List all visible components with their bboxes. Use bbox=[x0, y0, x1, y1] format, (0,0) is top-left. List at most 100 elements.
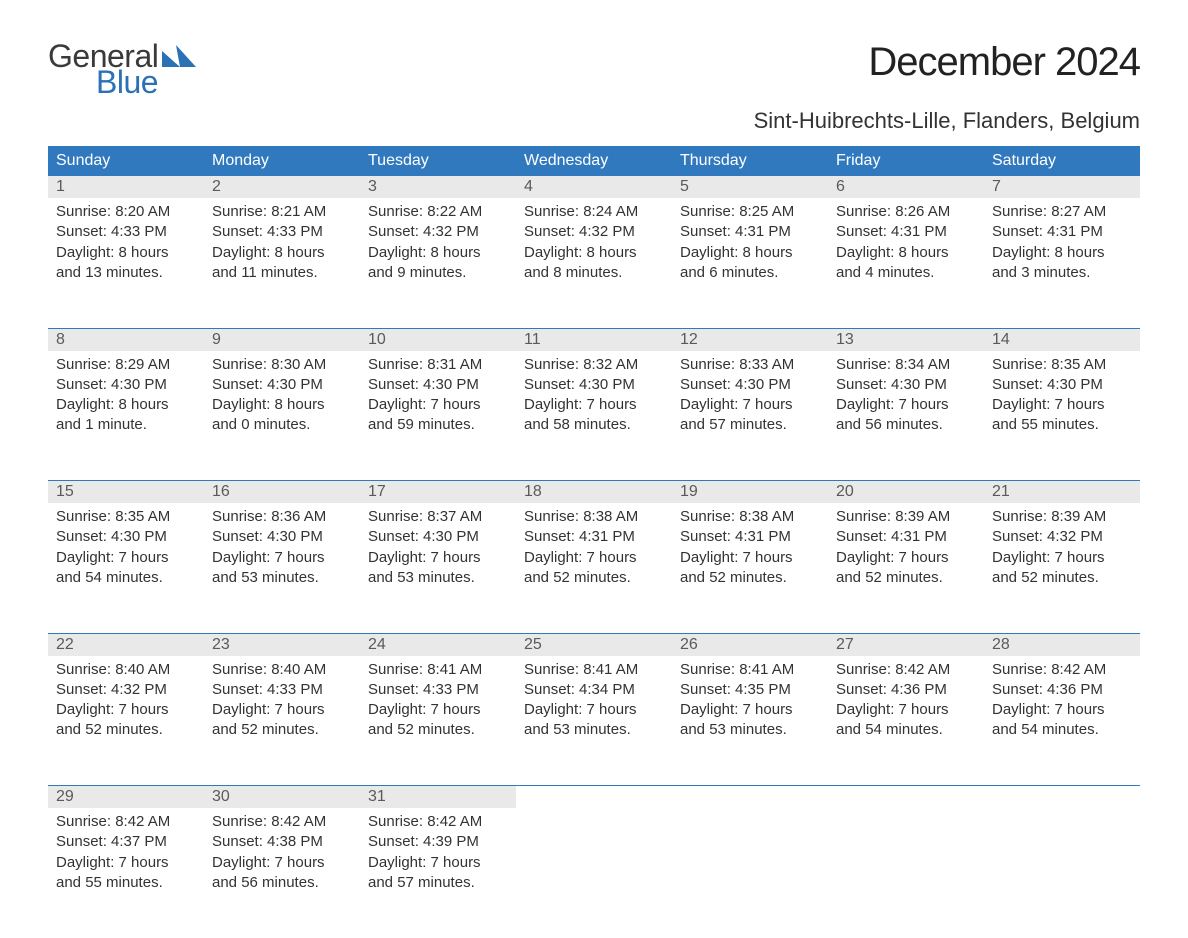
day-sunset: Sunset: 4:30 PM bbox=[56, 527, 196, 547]
day-d2: and 53 minutes. bbox=[524, 720, 664, 740]
day-d1: Daylight: 8 hours bbox=[368, 243, 508, 263]
day-number: 18 bbox=[516, 481, 672, 503]
day-cell: Sunrise: 8:38 AMSunset: 4:31 PMDaylight:… bbox=[672, 503, 828, 633]
day-d2: and 57 minutes. bbox=[680, 415, 820, 435]
day-sunrise: Sunrise: 8:26 AM bbox=[836, 202, 976, 222]
day-number-row: 22232425262728 bbox=[48, 634, 1140, 656]
day-sunset: Sunset: 4:34 PM bbox=[524, 680, 664, 700]
day-d1: Daylight: 7 hours bbox=[212, 548, 352, 568]
day-number: 2 bbox=[204, 176, 360, 198]
day-number-row: 15161718192021 bbox=[48, 481, 1140, 503]
day-d1: Daylight: 8 hours bbox=[56, 395, 196, 415]
page-title: December 2024 bbox=[868, 40, 1140, 85]
day-content-row: Sunrise: 8:35 AMSunset: 4:30 PMDaylight:… bbox=[48, 503, 1140, 633]
day-sunset: Sunset: 4:31 PM bbox=[524, 527, 664, 547]
day-number: 30 bbox=[204, 786, 360, 808]
day-sunrise: Sunrise: 8:24 AM bbox=[524, 202, 664, 222]
day-d1: Daylight: 7 hours bbox=[836, 548, 976, 568]
day-number: 29 bbox=[48, 786, 204, 808]
day-d1: Daylight: 7 hours bbox=[680, 700, 820, 720]
weekday-header: Monday bbox=[204, 146, 360, 176]
day-sunrise: Sunrise: 8:31 AM bbox=[368, 355, 508, 375]
day-number: 24 bbox=[360, 634, 516, 656]
day-cell: Sunrise: 8:35 AMSunset: 4:30 PMDaylight:… bbox=[984, 351, 1140, 481]
day-d2: and 52 minutes. bbox=[212, 720, 352, 740]
day-d1: Daylight: 7 hours bbox=[680, 395, 820, 415]
day-sunrise: Sunrise: 8:36 AM bbox=[212, 507, 352, 527]
day-d1: Daylight: 7 hours bbox=[524, 700, 664, 720]
weekday-header: Tuesday bbox=[360, 146, 516, 176]
day-sunset: Sunset: 4:30 PM bbox=[524, 375, 664, 395]
day-cell: Sunrise: 8:40 AMSunset: 4:33 PMDaylight:… bbox=[204, 656, 360, 786]
day-d2: and 52 minutes. bbox=[56, 720, 196, 740]
logo: General Blue bbox=[48, 40, 196, 98]
day-d1: Daylight: 7 hours bbox=[56, 853, 196, 873]
header: General Blue December 2024 bbox=[48, 40, 1140, 98]
day-d1: Daylight: 7 hours bbox=[368, 548, 508, 568]
day-cell: Sunrise: 8:25 AMSunset: 4:31 PMDaylight:… bbox=[672, 198, 828, 328]
day-d1: Daylight: 7 hours bbox=[992, 700, 1132, 720]
day-d2: and 54 minutes. bbox=[56, 568, 196, 588]
day-d1: Daylight: 8 hours bbox=[992, 243, 1132, 263]
day-number: 21 bbox=[984, 481, 1140, 503]
day-sunrise: Sunrise: 8:22 AM bbox=[368, 202, 508, 222]
day-sunrise: Sunrise: 8:34 AM bbox=[836, 355, 976, 375]
weekday-header: Saturday bbox=[984, 146, 1140, 176]
day-number bbox=[828, 786, 984, 808]
day-d1: Daylight: 7 hours bbox=[368, 700, 508, 720]
day-number: 31 bbox=[360, 786, 516, 808]
day-sunrise: Sunrise: 8:35 AM bbox=[56, 507, 196, 527]
day-cell bbox=[516, 808, 672, 938]
day-number: 20 bbox=[828, 481, 984, 503]
day-cell: Sunrise: 8:30 AMSunset: 4:30 PMDaylight:… bbox=[204, 351, 360, 481]
day-cell: Sunrise: 8:42 AMSunset: 4:38 PMDaylight:… bbox=[204, 808, 360, 938]
day-d1: Daylight: 7 hours bbox=[212, 700, 352, 720]
day-d1: Daylight: 8 hours bbox=[836, 243, 976, 263]
day-number: 5 bbox=[672, 176, 828, 198]
day-cell: Sunrise: 8:41 AMSunset: 4:34 PMDaylight:… bbox=[516, 656, 672, 786]
day-sunrise: Sunrise: 8:40 AM bbox=[56, 660, 196, 680]
day-sunrise: Sunrise: 8:41 AM bbox=[680, 660, 820, 680]
day-cell: Sunrise: 8:35 AMSunset: 4:30 PMDaylight:… bbox=[48, 503, 204, 633]
day-d1: Daylight: 7 hours bbox=[368, 395, 508, 415]
day-d2: and 52 minutes. bbox=[680, 568, 820, 588]
day-d2: and 1 minute. bbox=[56, 415, 196, 435]
day-d1: Daylight: 8 hours bbox=[212, 243, 352, 263]
day-number-row: 891011121314 bbox=[48, 329, 1140, 351]
day-d1: Daylight: 7 hours bbox=[212, 853, 352, 873]
logo-text-blue: Blue bbox=[96, 66, 196, 98]
day-sunset: Sunset: 4:31 PM bbox=[680, 222, 820, 242]
day-d1: Daylight: 7 hours bbox=[56, 700, 196, 720]
day-d1: Daylight: 7 hours bbox=[368, 853, 508, 873]
day-cell: Sunrise: 8:27 AMSunset: 4:31 PMDaylight:… bbox=[984, 198, 1140, 328]
day-sunset: Sunset: 4:30 PM bbox=[368, 527, 508, 547]
day-number: 8 bbox=[48, 329, 204, 351]
day-d2: and 52 minutes. bbox=[368, 720, 508, 740]
day-sunset: Sunset: 4:30 PM bbox=[992, 375, 1132, 395]
day-cell: Sunrise: 8:33 AMSunset: 4:30 PMDaylight:… bbox=[672, 351, 828, 481]
day-sunrise: Sunrise: 8:42 AM bbox=[992, 660, 1132, 680]
day-sunrise: Sunrise: 8:41 AM bbox=[524, 660, 664, 680]
day-d2: and 59 minutes. bbox=[368, 415, 508, 435]
day-cell: Sunrise: 8:41 AMSunset: 4:33 PMDaylight:… bbox=[360, 656, 516, 786]
day-cell: Sunrise: 8:20 AMSunset: 4:33 PMDaylight:… bbox=[48, 198, 204, 328]
day-sunrise: Sunrise: 8:20 AM bbox=[56, 202, 196, 222]
day-sunrise: Sunrise: 8:21 AM bbox=[212, 202, 352, 222]
day-sunrise: Sunrise: 8:39 AM bbox=[992, 507, 1132, 527]
day-sunset: Sunset: 4:35 PM bbox=[680, 680, 820, 700]
day-sunrise: Sunrise: 8:42 AM bbox=[836, 660, 976, 680]
day-cell: Sunrise: 8:40 AMSunset: 4:32 PMDaylight:… bbox=[48, 656, 204, 786]
day-sunset: Sunset: 4:30 PM bbox=[56, 375, 196, 395]
day-sunrise: Sunrise: 8:42 AM bbox=[368, 812, 508, 832]
day-sunset: Sunset: 4:32 PM bbox=[992, 527, 1132, 547]
day-content-row: Sunrise: 8:20 AMSunset: 4:33 PMDaylight:… bbox=[48, 198, 1140, 328]
day-d1: Daylight: 8 hours bbox=[212, 395, 352, 415]
day-d2: and 58 minutes. bbox=[524, 415, 664, 435]
day-sunrise: Sunrise: 8:32 AM bbox=[524, 355, 664, 375]
day-number: 17 bbox=[360, 481, 516, 503]
day-sunset: Sunset: 4:30 PM bbox=[212, 375, 352, 395]
day-d1: Daylight: 7 hours bbox=[992, 395, 1132, 415]
weekday-header: Sunday bbox=[48, 146, 204, 176]
day-d2: and 52 minutes. bbox=[836, 568, 976, 588]
day-sunrise: Sunrise: 8:42 AM bbox=[56, 812, 196, 832]
